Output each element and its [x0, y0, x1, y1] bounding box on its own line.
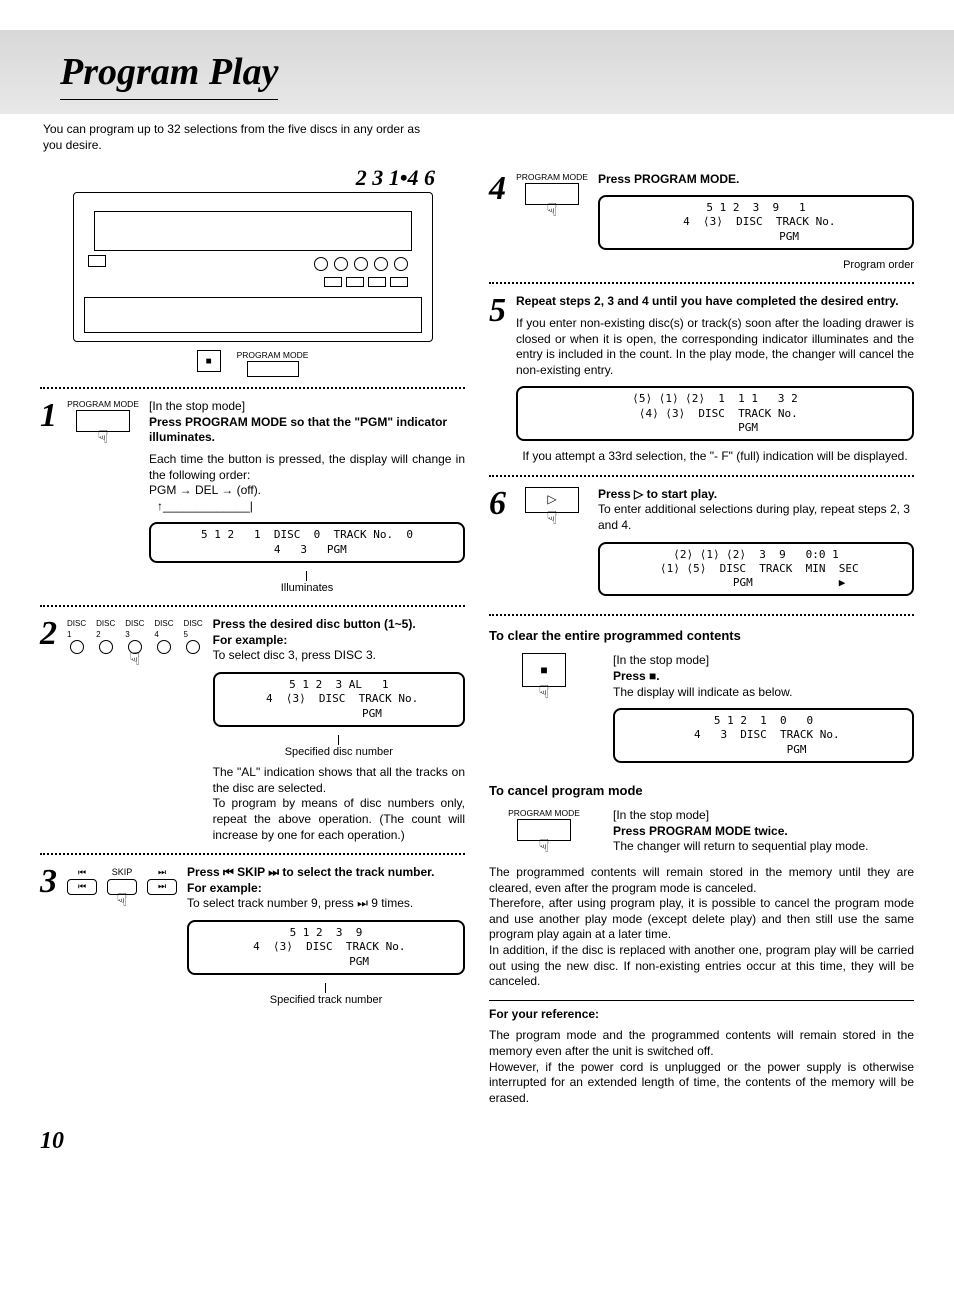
hand-pointer-icon: ☟: [547, 509, 558, 527]
step-1-caption: Illuminates: [149, 571, 465, 595]
cancel-heading: To cancel program mode: [489, 783, 914, 800]
step-2: 2 DISC 1 DISC 2 DISC 3 DISC 4 DISC 5 ☟ P…: [40, 617, 465, 843]
step-3-caption: Specified track number: [187, 983, 465, 1007]
step-4-caption: Program order: [598, 258, 914, 272]
step-2-display: 5 1 2 3 AL 1 4 ⟨3⟩ DISC TRACK No. PGM: [213, 672, 465, 727]
step-6-number: 6: [489, 487, 506, 521]
step-2-example-label: For example:: [213, 633, 465, 649]
step-6-body: To enter additional selections during pl…: [598, 502, 914, 533]
clear-section: ■ ☟ [In the stop mode] Press ■. The disp…: [489, 653, 914, 771]
clear-display: 5 1 2 1 0 0 4 3 DISC TRACK No. PGM: [613, 708, 914, 763]
step-5-display: ⟨5⟩ ⟨1⟩ ⟨2⟩ 1 1 1 3 2 ⟨4⟩ ⟨3⟩ DISC TRACK…: [516, 386, 914, 441]
step-1-context: [In the stop mode]: [149, 399, 465, 415]
cancel-section: PROGRAM MODE ☟ [In the stop mode] Press …: [489, 808, 914, 859]
step-4-heading: Press PROGRAM MODE.: [598, 172, 914, 188]
step-1-number: 1: [40, 399, 57, 433]
clear-context: [In the stop mode]: [613, 653, 914, 669]
step-3-example: To select track number 9, press ⏭ 9 time…: [187, 896, 465, 912]
hand-pointer-icon: ☟: [129, 650, 140, 668]
intro-text: You can program up to 32 selections from…: [43, 122, 423, 153]
page-title: Program Play: [60, 48, 278, 100]
step-1-btn-label: PROGRAM MODE: [67, 399, 139, 410]
clear-heading: To clear the entire programmed contents: [489, 628, 914, 645]
step-4: 4 PROGRAM MODE ☟ Press PROGRAM MODE. 5 1…: [489, 172, 914, 273]
reference-heading: For your reference:: [489, 1007, 914, 1023]
step-4-number: 4: [489, 172, 506, 206]
step-6-heading: Press ▷ to start play.: [598, 487, 914, 503]
step-3-number: 3: [40, 865, 57, 899]
hand-pointer-icon: ☟: [539, 683, 550, 701]
step-3: 3 ⏮⏮ SKIP ⏭⏭ ☟ Press ⏮ SKIP ⏭ to select …: [40, 865, 465, 1007]
step-5-number: 5: [489, 294, 506, 328]
device-illustration: [73, 192, 433, 342]
step-4-display: 5 1 2 3 9 1 4 ⟨3⟩ DISC TRACK No. PGM: [598, 195, 914, 250]
hand-pointer-icon: ☟: [98, 428, 109, 446]
step-3-heading: Press ⏮ SKIP ⏭ to select the track numbe…: [187, 865, 465, 881]
cancel-body: The changer will return to sequential pl…: [613, 839, 914, 855]
program-mode-label: PROGRAM MODE: [237, 350, 309, 361]
header-band: Program Play: [0, 30, 954, 114]
step-6: 6 ▷ ☟ Press ▷ to start play. To enter ad…: [489, 487, 914, 605]
step-2-example: To select disc 3, press DISC 3.: [213, 648, 465, 664]
hand-pointer-icon: ☟: [117, 891, 128, 909]
clear-body: The display will indicate as below.: [613, 685, 914, 701]
memory-paragraph: The programmed contents will remain stor…: [489, 865, 914, 990]
hand-pointer-icon: ☟: [547, 201, 558, 219]
step-1-display: 5 1 2 1 DISC 0 TRACK No. 0 4 3 PGM: [149, 522, 465, 563]
step-5-heading: Repeat steps 2, 3 and 4 until you have c…: [516, 294, 914, 310]
step-1-heading: Press PROGRAM MODE so that the "PGM" ind…: [149, 415, 465, 446]
stop-icon: ■: [197, 350, 221, 372]
page-number: 10: [40, 1126, 914, 1157]
device-annotation: 2 3 1•4 6: [40, 164, 465, 193]
step-6-display: ⟨2⟩ ⟨1⟩ ⟨2⟩ 3 9 0:0 1 ⟨1⟩ ⟨5⟩ DISC TRACK…: [598, 542, 914, 597]
step-2-heading: Press the desired disc button (1~5).: [213, 617, 465, 633]
cancel-context: [In the stop mode]: [613, 808, 914, 824]
step-4-btn-label: PROGRAM MODE: [516, 172, 588, 183]
step-1: 1 PROGRAM MODE ☟ [In the stop mode] Pres…: [40, 399, 465, 595]
cancel-action: Press PROGRAM MODE twice.: [613, 824, 914, 840]
step-5: 5 Repeat steps 2, 3 and 4 until you have…: [489, 294, 914, 464]
step-5-body: If you enter non-existing disc(s) or tra…: [516, 316, 914, 378]
step-1-body: Each time the button is pressed, the dis…: [149, 452, 465, 483]
step-2-body: The "AL" indication shows that all the t…: [213, 765, 465, 843]
step-2-number: 2: [40, 617, 57, 651]
clear-action: Press ■.: [613, 669, 914, 685]
step-1-sequence: PGM → DEL → (off).: [149, 483, 465, 499]
step-3-display: 5 1 2 3 9 4 ⟨3⟩ DISC TRACK No. PGM: [187, 920, 465, 975]
hand-pointer-icon: ☟: [539, 837, 550, 855]
device-footer: ■ PROGRAM MODE: [40, 350, 465, 377]
step-3-example-label: For example:: [187, 881, 465, 897]
reference-body: The program mode and the programmed cont…: [489, 1028, 914, 1106]
cancel-btn-label: PROGRAM MODE: [508, 808, 580, 819]
step-5-footnote: If you attempt a 33rd selection, the "- …: [516, 449, 914, 465]
step-2-caption: Specified disc number: [213, 735, 465, 759]
